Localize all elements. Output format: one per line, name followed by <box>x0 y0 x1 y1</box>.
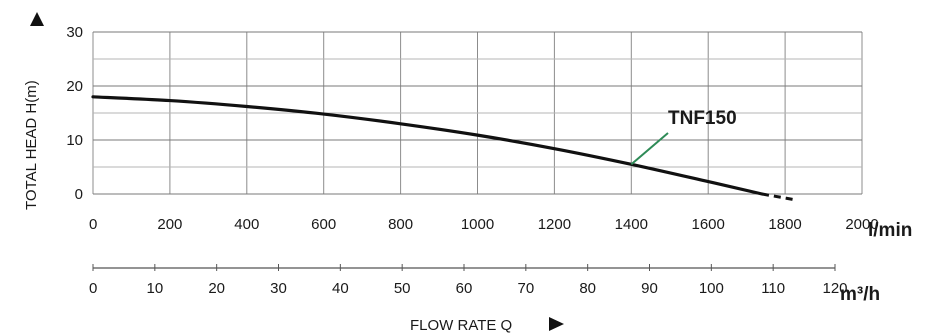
x-primary-tick-label: 600 <box>311 216 336 233</box>
x-axis-title: FLOW RATE Q <box>410 317 512 334</box>
y-axis-title-group: TOTAL HEAD H(m) <box>23 80 40 210</box>
x-primary-tick-label: 1200 <box>538 216 571 233</box>
x-primary-tick-label: 400 <box>234 216 259 233</box>
x-axis-secondary: 0 10 20 30 40 50 60 70 80 90 100 110 120 <box>89 264 848 297</box>
x-primary-tick-label: 200 <box>157 216 182 233</box>
x-secondary-tick-label: 110 <box>761 280 785 297</box>
x-axis-secondary-unit: m³/h <box>840 284 880 305</box>
series-line-dashed-extension <box>761 192 794 201</box>
y-axis-ticks: 0 10 20 30 <box>66 24 83 203</box>
x-secondary-tick-label: 40 <box>332 280 349 297</box>
x-primary-tick-label: 800 <box>388 216 413 233</box>
x-primary-tick-label: 2000 <box>845 216 878 233</box>
x-axis-primary-unit: l/min <box>868 220 912 241</box>
x-secondary-tick-label: 10 <box>146 280 163 297</box>
y-axis-title: TOTAL HEAD H(m) <box>23 80 40 210</box>
y-axis-arrow-icon <box>30 12 44 26</box>
series-layer: TNF150 <box>91 95 794 201</box>
y-tick-label: 10 <box>66 132 83 149</box>
x-secondary-tick-label: 120 <box>822 280 847 297</box>
x-secondary-tick-label: 50 <box>394 280 411 297</box>
series-label: TNF150 <box>668 108 737 129</box>
series-label-pointer <box>630 132 669 166</box>
x-primary-tick-label: 0 <box>89 216 97 233</box>
x-secondary-tick-label: 80 <box>579 280 596 297</box>
x-secondary-tick-label: 20 <box>208 280 225 297</box>
y-tick-label: 20 <box>66 78 83 95</box>
y-tick-label: 0 <box>75 186 83 203</box>
x-secondary-tick-label: 90 <box>641 280 658 297</box>
x-secondary-tick-label: 60 <box>456 280 473 297</box>
x-secondary-tick-label: 100 <box>699 280 724 297</box>
x-axis-primary-ticks: 0 200 400 600 800 1000 1200 1400 1600 1800 2000 <box>89 216 879 233</box>
x-secondary-tick-label: 70 <box>517 280 534 297</box>
x-axis-arrow-icon <box>549 317 564 331</box>
x-primary-tick-label: 1400 <box>615 216 648 233</box>
y-tick-label: 30 <box>66 24 83 41</box>
x-secondary-tick-label: 30 <box>270 280 287 297</box>
x-primary-tick-label: 1800 <box>768 216 801 233</box>
x-primary-tick-label: 1600 <box>692 216 725 233</box>
x-secondary-tick-label: 0 <box>89 280 97 297</box>
x-primary-tick-label: 1000 <box>461 216 494 233</box>
grid <box>92 31 863 195</box>
series-line <box>91 95 764 196</box>
